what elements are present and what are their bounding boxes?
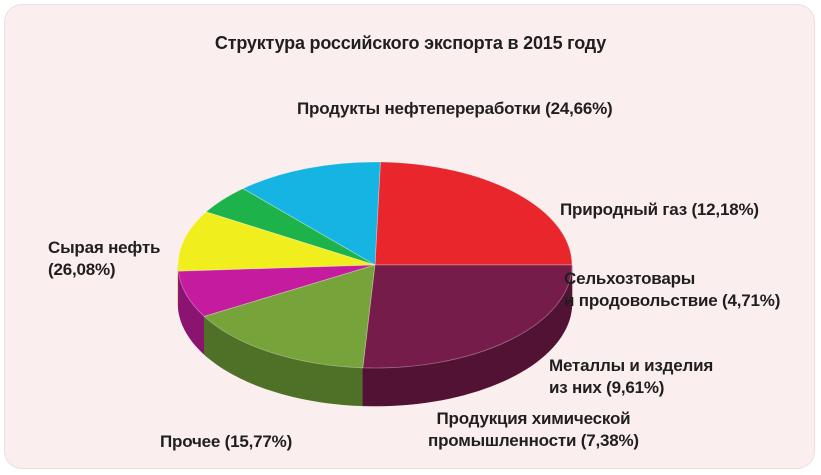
slice-0: [374, 161, 573, 266]
slice-5: [203, 264, 376, 369]
label-metals-line1: Металлы и изделия: [549, 356, 714, 375]
slice-4: [177, 264, 376, 317]
label-metals: Металлы и изделия из них (9,61%): [549, 355, 713, 399]
label-chemicals: Продукция химической промышленности (7,3…: [428, 408, 639, 452]
label-chemicals-line1: Продукция химической: [436, 409, 631, 428]
slice-3: [177, 211, 376, 272]
label-oil-products: Продукты нефтепереработки (24,66%): [297, 99, 613, 118]
label-crude-oil-line2: (26,08%): [48, 260, 116, 279]
label-agro: Сельхозтовары и продовольствие (4,71%): [564, 268, 780, 312]
label-crude-oil: Сырая нефть (26,08%): [48, 237, 160, 281]
label-agro-line2: и продовольствие (4,71%): [564, 291, 781, 310]
chart-title: Структура российского экспорта в 2015 го…: [214, 33, 607, 53]
slice-1: [242, 161, 381, 266]
slice-2: [205, 188, 376, 266]
label-natural-gas: Природный газ (12,18%): [560, 200, 759, 219]
label-metals-line2: из них (9,61%): [549, 378, 665, 397]
label-crude-oil-line1: Сырая нефть: [48, 238, 161, 257]
label-other: Прочее (15,77%): [160, 432, 293, 451]
label-chemicals-line2: промышленности (7,38%): [428, 431, 639, 450]
slice-6: [362, 264, 573, 369]
pie-tops: [177, 161, 573, 369]
label-agro-line1: Сельхозтовары: [564, 269, 696, 288]
